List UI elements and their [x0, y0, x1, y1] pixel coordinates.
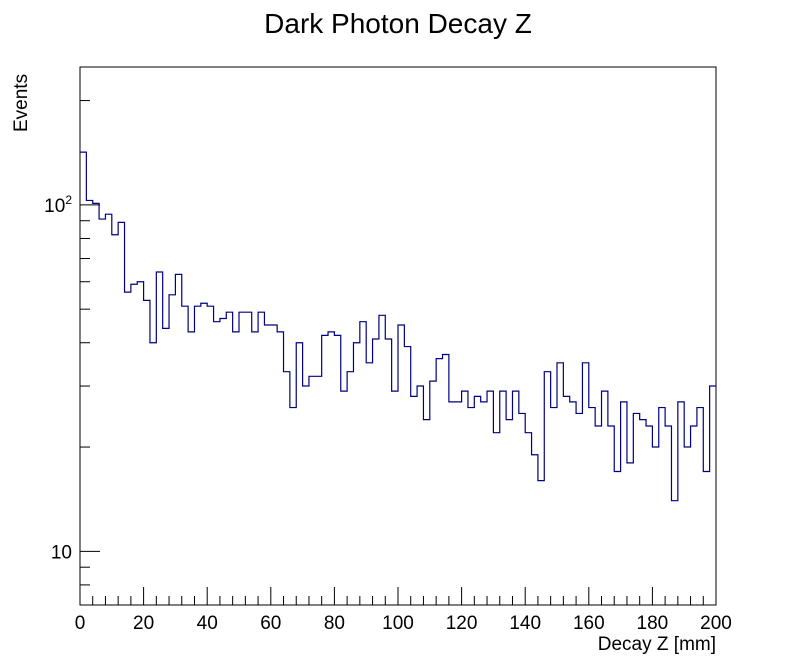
- y-axis-label: Events: [11, 74, 32, 132]
- x-tick-labels: 0 20 40 60 80 100 120 140 160 180 200: [75, 613, 732, 634]
- x-tick-label: 160: [573, 613, 605, 634]
- chart-title: Dark Photon Decay Z: [264, 8, 532, 39]
- histogram-series-line: [80, 151, 716, 502]
- y-tick-label: 102: [44, 193, 72, 217]
- x-tick-label: 120: [446, 613, 478, 634]
- x-tick-label: 0: [75, 613, 86, 634]
- x-tick-label: 100: [382, 613, 414, 634]
- x-axis-label: Decay Z [mm]: [598, 634, 716, 655]
- x-tick-label: 20: [133, 613, 154, 634]
- x-tick-label: 60: [260, 613, 281, 634]
- y-tick-label: 10: [51, 542, 72, 563]
- x-tick-label: 140: [509, 613, 541, 634]
- x-tick-label: 80: [324, 613, 345, 634]
- y-tick-labels: 10 102: [44, 193, 72, 563]
- x-tick-label: 200: [700, 613, 732, 634]
- x-tick-label: 180: [637, 613, 669, 634]
- x-tick-label: 40: [197, 613, 218, 634]
- axis-ticks: [79, 100, 717, 606]
